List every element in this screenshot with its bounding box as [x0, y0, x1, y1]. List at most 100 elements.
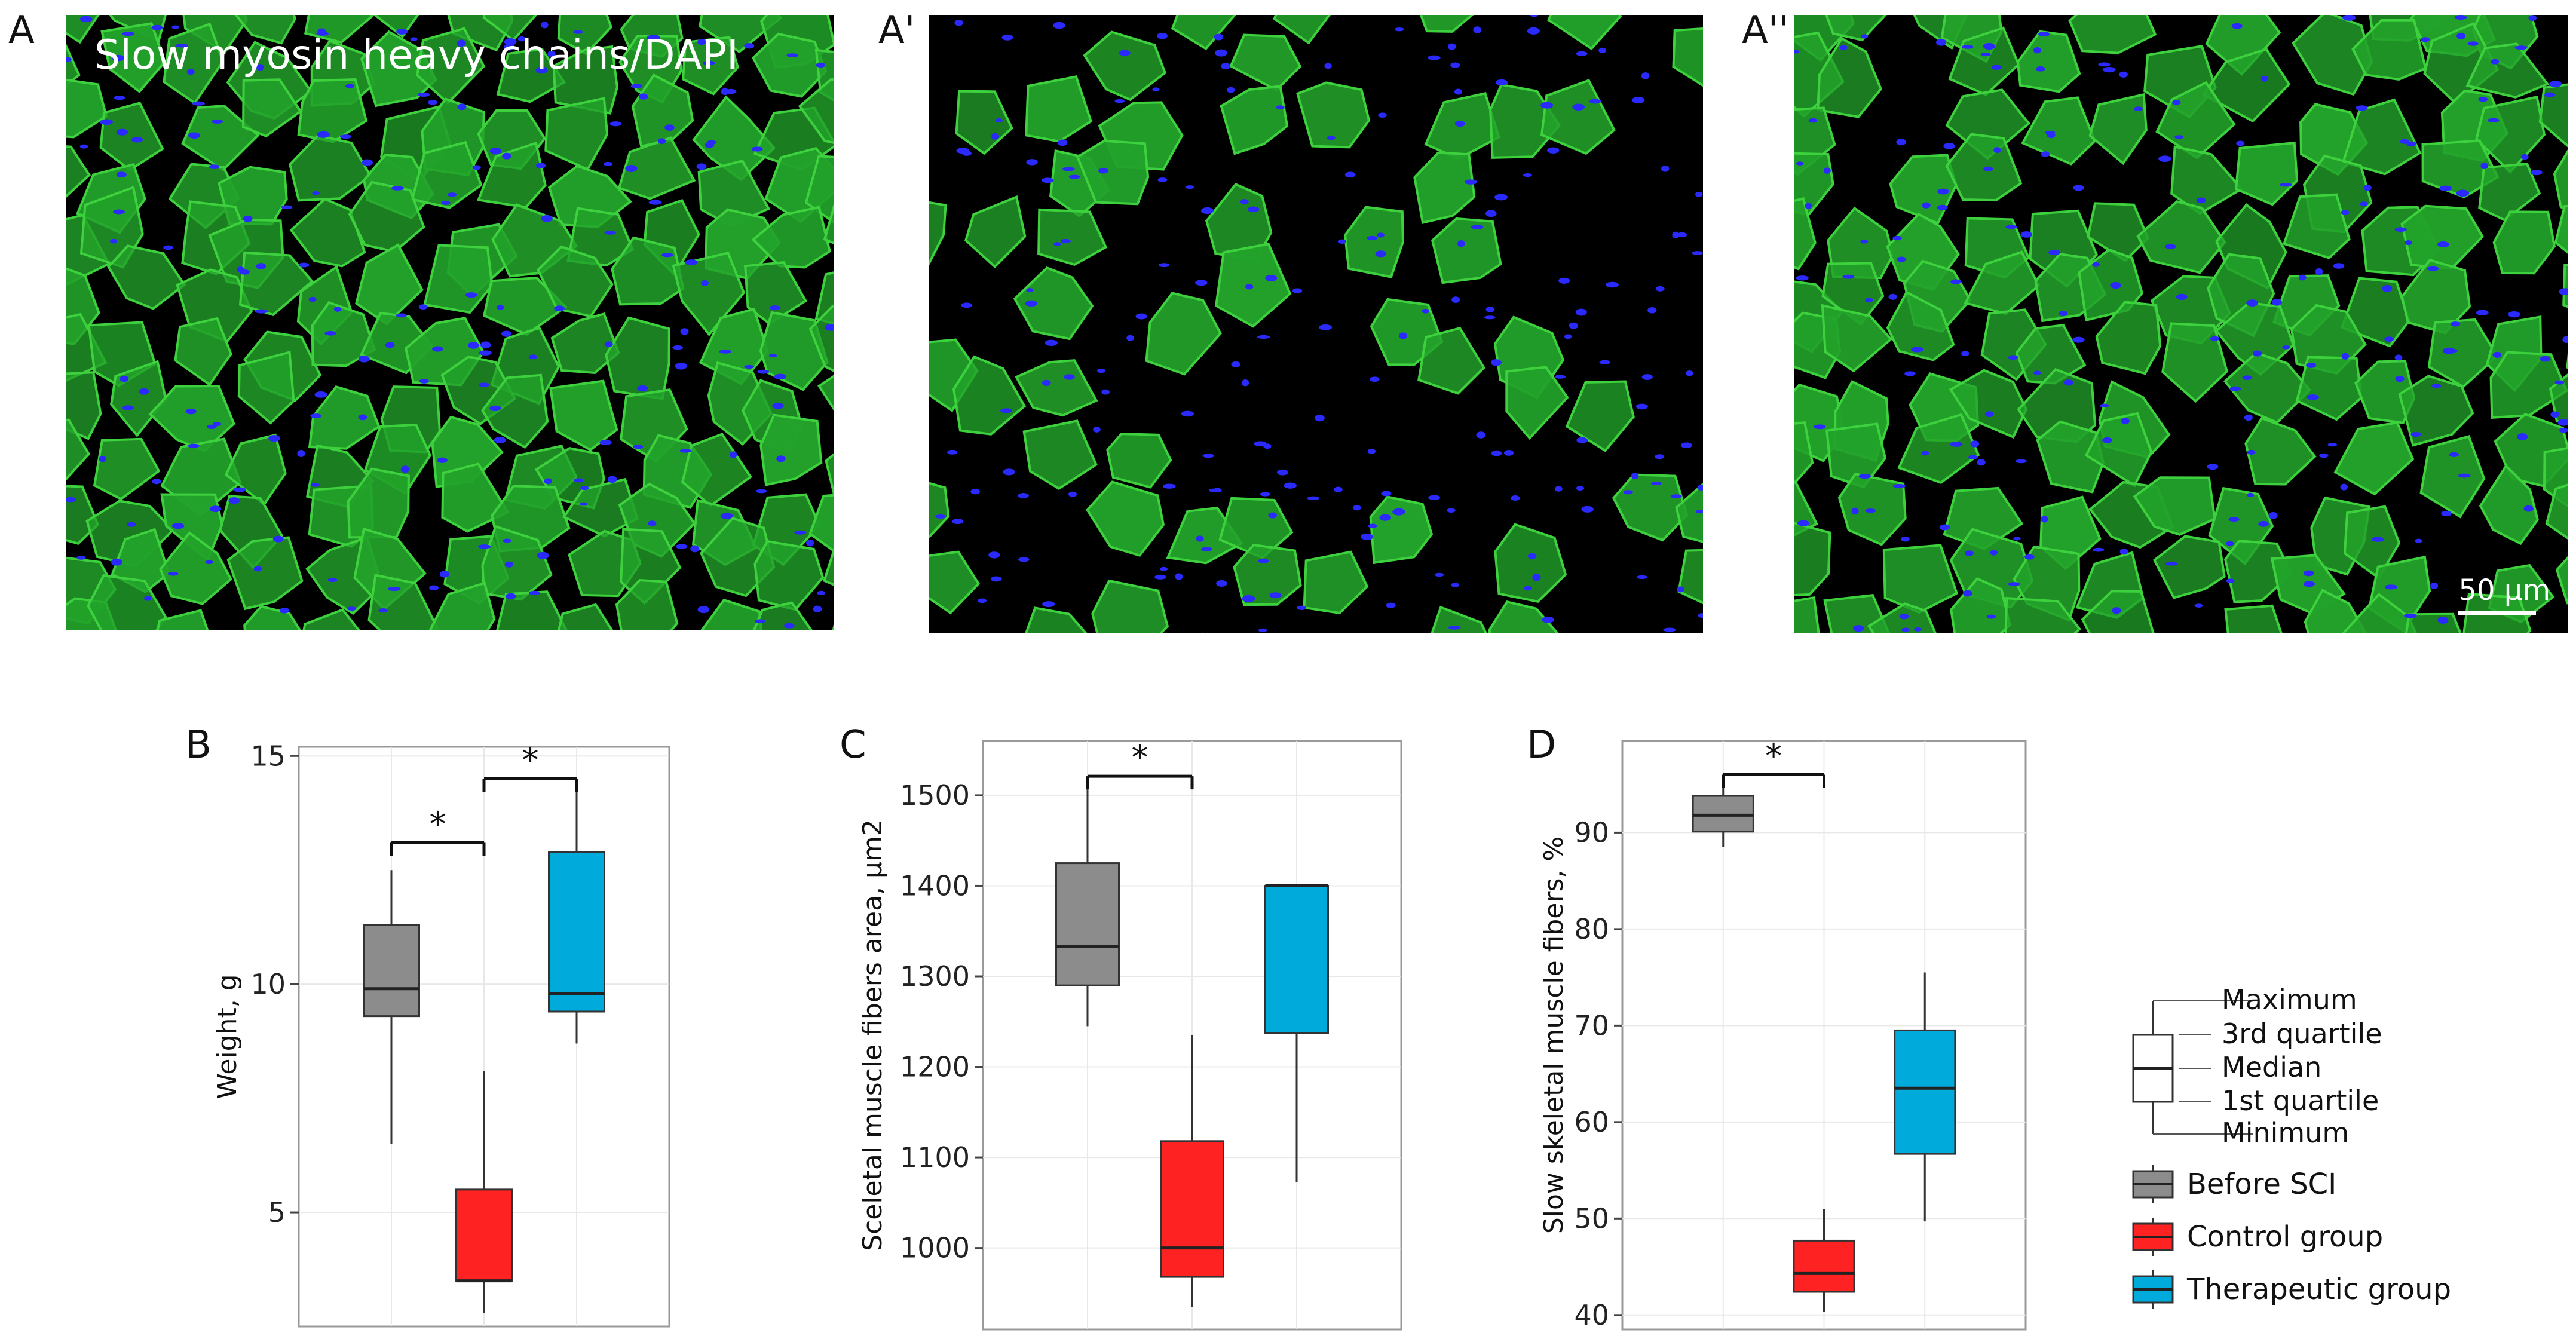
nucleus: [1098, 168, 1109, 174]
nucleus: [2119, 549, 2128, 555]
scale-bar: 50 µm: [2458, 574, 2550, 615]
nucleus: [237, 266, 245, 272]
muscle-fiber: [544, 97, 609, 171]
nucleus: [1892, 235, 1902, 241]
legend-label: Therapeutic group: [2186, 1273, 2451, 1306]
muscle-fiber: [2202, 47, 2291, 123]
nucleus: [489, 147, 502, 155]
nucleus: [2016, 459, 2027, 464]
nucleus: [256, 263, 267, 270]
nucleus: [1334, 486, 1343, 493]
nucleus: [2176, 293, 2188, 301]
nucleus: [1858, 474, 1871, 479]
nucleus: [2559, 428, 2568, 433]
nucleus: [2008, 355, 2018, 360]
muscle-fiber: [2244, 416, 2317, 486]
nucleus: [1381, 491, 1392, 497]
nucleus: [2319, 453, 2329, 458]
muscle-fiber: [66, 78, 108, 139]
muscle-fiber: [617, 136, 696, 200]
nucleus: [2059, 311, 2068, 317]
muscle-fiber: [549, 379, 618, 452]
nucleus: [233, 487, 246, 492]
nucleus: [1892, 483, 1906, 488]
nucleus: [2530, 170, 2543, 176]
nucleus: [697, 606, 710, 614]
muscle-fiber: [2161, 322, 2229, 403]
nucleus: [327, 578, 338, 583]
nucleus: [2247, 492, 2255, 497]
muscle-fiber: [808, 304, 834, 372]
nucleus: [776, 455, 786, 462]
nucleus: [358, 355, 370, 363]
muscle-fiber: [1817, 36, 1882, 118]
nucleus: [333, 307, 342, 312]
nucleus: [1581, 505, 1594, 513]
nucleus: [2478, 97, 2488, 102]
nucleus: [690, 545, 700, 553]
nucleus: [1162, 483, 1176, 489]
nucleus: [547, 50, 556, 57]
nucleus: [580, 502, 588, 506]
nucleus: [272, 535, 284, 543]
nucleus: [2384, 336, 2394, 342]
nucleus: [1598, 47, 1606, 54]
nucleus: [396, 29, 408, 35]
muscle-fiber: [2400, 204, 2484, 270]
y-tick-label: 1000: [900, 1232, 970, 1264]
nucleus: [1655, 454, 1664, 459]
nucleus: [1000, 408, 1013, 413]
nucleus: [1901, 536, 1910, 542]
muscle-fiber: [2295, 356, 2363, 421]
nucleus: [410, 37, 418, 41]
nucleus: [1814, 424, 1826, 430]
nucleus: [1152, 87, 1160, 91]
nucleus: [2228, 517, 2240, 522]
nucleus: [1986, 614, 1996, 619]
muscle-fiber: [2554, 204, 2568, 255]
nucleus: [1555, 486, 1563, 492]
muscle-fiber: [798, 78, 834, 144]
nucleus: [2112, 607, 2121, 614]
nucleus: [1240, 199, 1249, 204]
muscle-fiber: [1677, 549, 1703, 605]
nucleus: [347, 606, 357, 611]
muscle-fiber: [234, 15, 296, 45]
nucleus: [1661, 166, 1670, 172]
nucleus: [2207, 463, 2219, 470]
muscle-fiber: [823, 204, 834, 244]
nucleus: [1564, 334, 1572, 339]
nucleus: [480, 341, 491, 349]
nucleus: [988, 551, 1000, 559]
panel-letter-a-prime: A': [878, 8, 915, 53]
nucleus: [1062, 167, 1075, 171]
nucleus: [754, 619, 766, 623]
nucleus: [2063, 379, 2073, 386]
key-label: 1st quartile: [2222, 1084, 2379, 1117]
nucleus: [192, 101, 205, 106]
nucleus: [209, 505, 222, 513]
nucleus: [1277, 469, 1288, 476]
nucleus: [1491, 450, 1502, 456]
y-tick-label: 1500: [900, 779, 970, 811]
nucleus: [253, 566, 262, 572]
nucleus: [1434, 572, 1444, 577]
nucleus: [1135, 313, 1147, 320]
nucleus: [152, 479, 161, 485]
nucleus: [1181, 410, 1194, 417]
nucleus: [1840, 45, 1848, 51]
nucleus: [209, 164, 220, 169]
nucleus: [1983, 166, 1993, 171]
nucleus: [2491, 59, 2500, 65]
muscle-fiber: [2152, 535, 2226, 599]
nucleus: [1796, 275, 1809, 281]
nucleus: [2196, 197, 2206, 204]
muscle-fiber: [1882, 544, 1959, 614]
muscle-fiber: [496, 47, 566, 103]
fiber-pattern: [929, 15, 1703, 633]
muscle-fiber: [1273, 15, 1331, 45]
nucleus: [1542, 616, 1555, 623]
nucleus: [755, 489, 767, 494]
muscle-fiber: [952, 355, 1027, 436]
